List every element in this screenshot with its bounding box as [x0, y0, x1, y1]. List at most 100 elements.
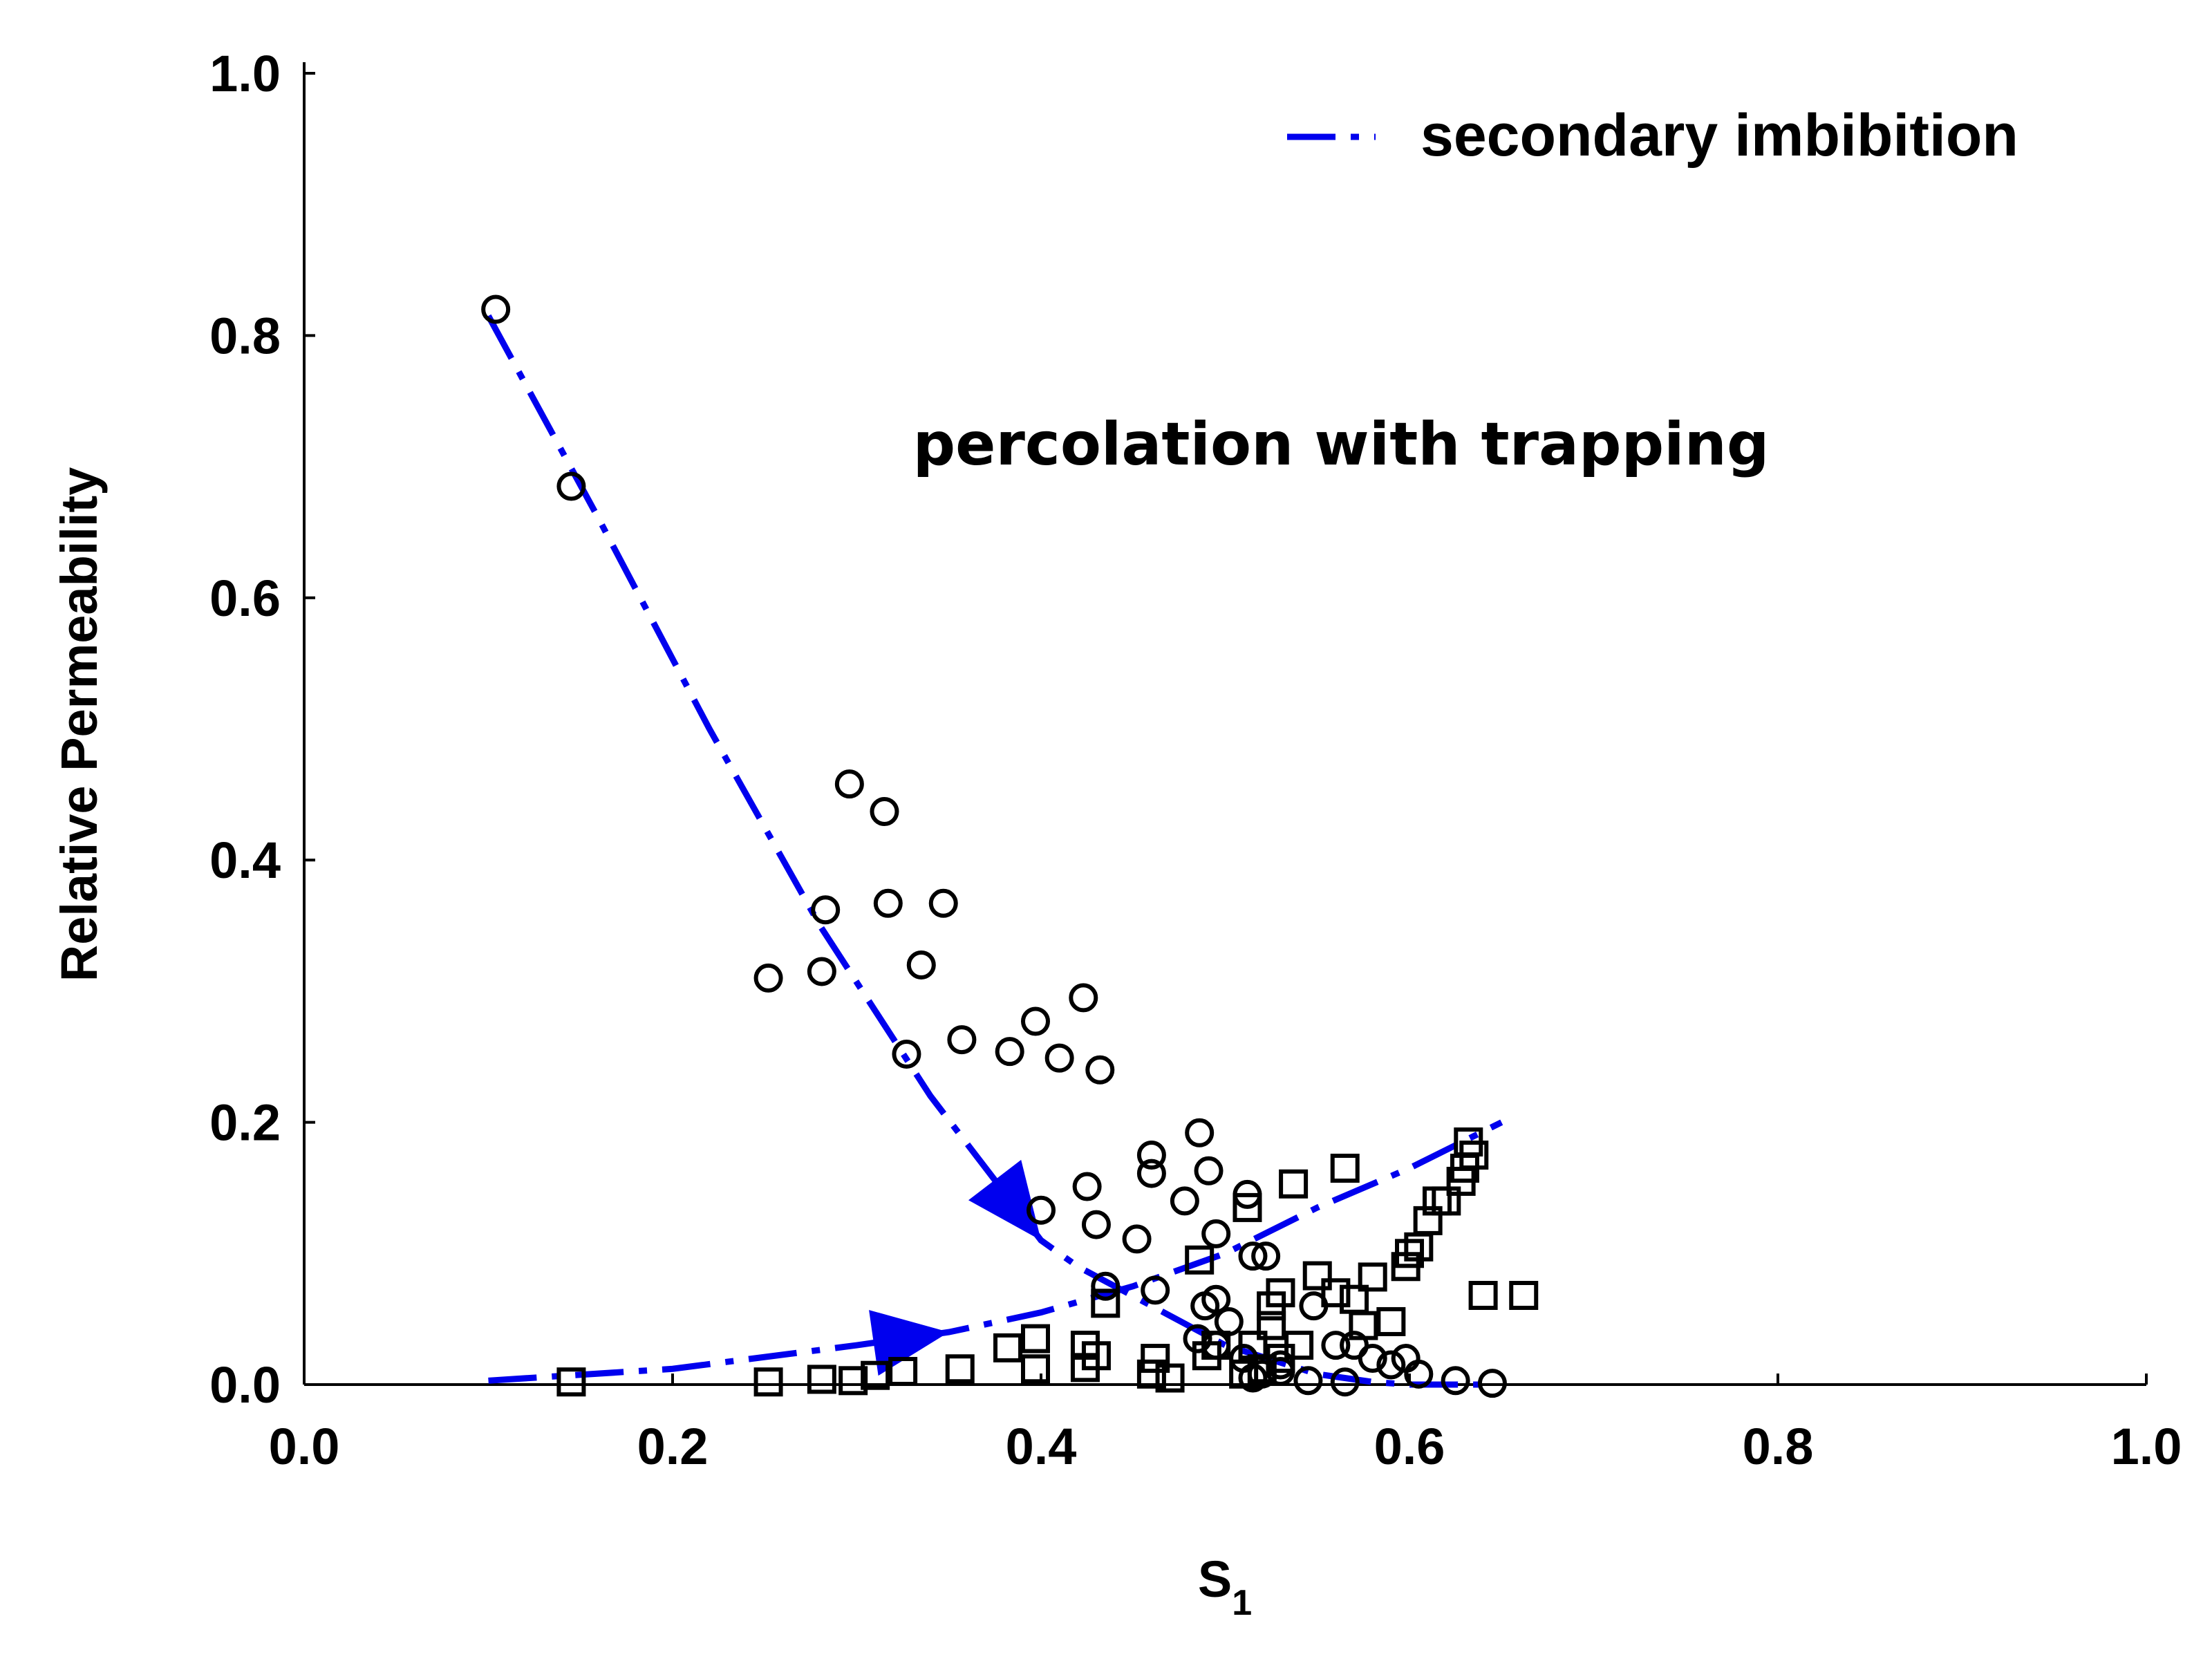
square-marker [888, 1357, 918, 1387]
x-tick-label: 0.4 [1006, 1418, 1077, 1475]
square-marker [1321, 1278, 1351, 1308]
y-axis-title: Relative Permeability [50, 467, 108, 982]
circle-marker [481, 294, 511, 324]
square-marker [1509, 1281, 1539, 1311]
circle-marker [1044, 1043, 1074, 1073]
circle-marker [1238, 1241, 1268, 1271]
circle-marker [1185, 1118, 1215, 1147]
square-marker [1330, 1153, 1360, 1183]
x-axis-title: S1 [1198, 1550, 1252, 1623]
square-marker [1459, 1141, 1489, 1170]
x-tick-label: 0.8 [1743, 1418, 1814, 1475]
square-marker [861, 1360, 890, 1390]
circle-marker [928, 888, 958, 918]
square-marker [1284, 1331, 1314, 1360]
square-marker [1302, 1261, 1332, 1291]
circle-marker [1358, 1344, 1387, 1374]
circle-marker [1441, 1366, 1470, 1396]
square-marker [1432, 1186, 1461, 1216]
square-marker [1136, 1359, 1166, 1389]
circle-marker [1477, 1369, 1507, 1398]
circle-marker [1136, 1159, 1166, 1188]
circle-marker [1091, 1271, 1121, 1301]
circle-marker [1085, 1055, 1115, 1085]
square-marker [1185, 1245, 1215, 1275]
circle-marker [1321, 1331, 1351, 1360]
x-tick-label: 0.2 [637, 1418, 709, 1475]
square-marker [1091, 1288, 1121, 1318]
circle-marker [947, 1025, 977, 1055]
circle-marker [1170, 1186, 1199, 1216]
x-axis-title-subscript: 1 [1232, 1583, 1252, 1623]
square-marker [1021, 1324, 1051, 1353]
y-tick-label: 0.2 [209, 1094, 281, 1152]
square-marker [1279, 1169, 1309, 1199]
square-marker [807, 1365, 836, 1394]
x-axis-title-main: S [1198, 1550, 1232, 1608]
square-marker [1232, 1192, 1262, 1222]
circle-marker [873, 888, 903, 918]
square-marker [1201, 1331, 1231, 1360]
square-marker [1376, 1306, 1406, 1336]
y-tick-label: 0.8 [209, 307, 281, 364]
circle-marker [1183, 1324, 1212, 1353]
square-marker [945, 1354, 975, 1384]
circle-marker [1214, 1306, 1244, 1336]
curve-arrowhead-1 [968, 1159, 1041, 1241]
circle-marker [753, 963, 783, 993]
circle-marker [1251, 1241, 1281, 1271]
circle-marker [807, 957, 836, 986]
square-marker [1395, 1239, 1424, 1268]
x-tick-label: 1.0 [2111, 1418, 2182, 1475]
curve-line-1 [485, 314, 1483, 1388]
tick-marks [303, 72, 2148, 1386]
circle-marker [1136, 1141, 1166, 1170]
circle-marker [1376, 1350, 1406, 1380]
tick-labels: 0.0 0.2 0.4 0.6 0.8 1.0 0.0 0.2 0.4 0.6 0.8 1.0 [209, 45, 2182, 1475]
x-tick-label: 0.6 [1374, 1418, 1445, 1475]
square-marker [1468, 1281, 1498, 1311]
square-marker [753, 1367, 783, 1397]
circle-marker [1201, 1284, 1231, 1314]
circle-marker [1027, 1195, 1056, 1225]
legend-label: secondary imbibition [1421, 102, 2018, 169]
square-marker [838, 1366, 868, 1396]
circle-marker [834, 769, 864, 799]
square-marker [1155, 1363, 1185, 1393]
circle-marker [1072, 1172, 1102, 1201]
circle-marker [811, 895, 841, 925]
circle-marker [1081, 1210, 1111, 1239]
circle-marker [1330, 1367, 1360, 1397]
circle-marker [556, 471, 586, 501]
curve-line-2 [488, 1119, 1503, 1384]
y-tick-label: 1.0 [209, 45, 281, 102]
square-marker [1413, 1206, 1443, 1235]
square-marker [1358, 1262, 1387, 1292]
square-marker [993, 1333, 1023, 1362]
square-marker [1229, 1359, 1259, 1389]
square-marker [1081, 1341, 1111, 1371]
curve-arrowhead-2 [869, 1310, 949, 1376]
square-marker [1141, 1344, 1170, 1374]
circle-marker [1122, 1224, 1152, 1254]
circle-marker [906, 950, 936, 980]
circle-marker [1069, 983, 1098, 1013]
y-tick-label: 0.4 [209, 832, 281, 889]
square-marker [1349, 1311, 1378, 1340]
circle-marker [995, 1037, 1024, 1067]
x-tick-label: 0.0 [269, 1418, 340, 1475]
circle-marker [870, 797, 899, 827]
circle-marker [1293, 1366, 1323, 1396]
circle-marker [1141, 1275, 1170, 1305]
data-markers [481, 294, 1539, 1398]
axes [303, 62, 2146, 1386]
circle-marker [1021, 1006, 1051, 1036]
square-marker [1021, 1354, 1051, 1384]
circle-marker [1391, 1344, 1421, 1374]
square-marker [1266, 1278, 1295, 1308]
circle-marker [1404, 1359, 1434, 1389]
circle-marker [892, 1039, 921, 1069]
square-marker [1257, 1311, 1286, 1340]
circle-marker [1194, 1156, 1224, 1185]
